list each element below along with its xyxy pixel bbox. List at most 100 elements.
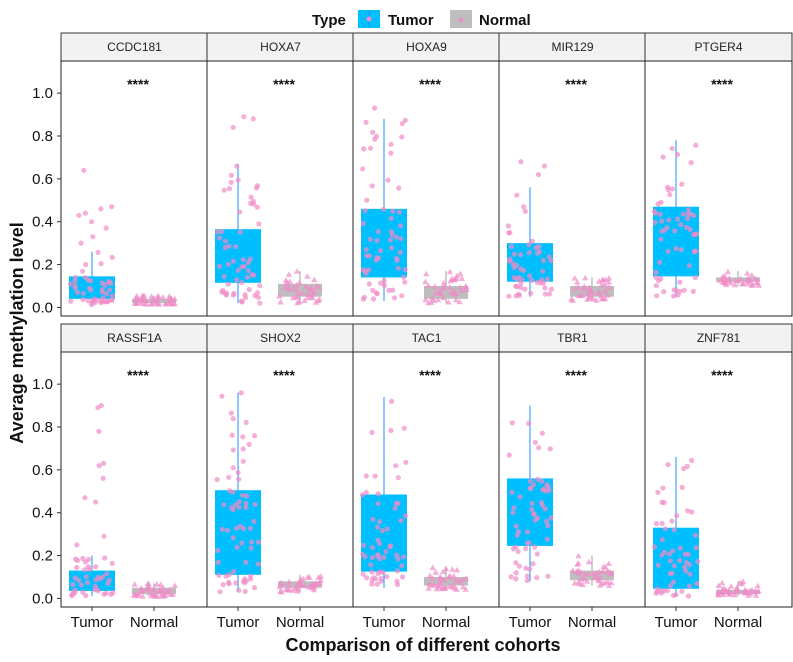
- tumor-point-tac1: [370, 516, 376, 522]
- tumor-point-ccdc181: [72, 274, 78, 281]
- x-tick-label-tumor: Tumor: [217, 614, 260, 631]
- tumor-point-hoxa9: [360, 220, 366, 227]
- tumor-point-hoxa9: [388, 141, 394, 147]
- tumor-point-ptger4: [679, 181, 685, 187]
- tumor-point-ccdc181: [103, 225, 109, 231]
- tumor-point-tac1: [401, 425, 407, 431]
- strip-tbr1: [498, 323, 647, 353]
- normal-point-tbr1: [584, 570, 592, 577]
- tumor-point-tbr1: [532, 517, 538, 523]
- normal-point-znf781: [752, 588, 759, 595]
- tumor-point-hoxa9: [367, 236, 373, 242]
- tumor-point-hoxa7: [240, 257, 246, 263]
- tumor-point-shox2: [240, 446, 246, 452]
- y-tick-label: 0.8: [32, 419, 53, 436]
- tumor-point-znf781: [689, 509, 695, 515]
- tumor-point-ptger4: [667, 192, 673, 198]
- tumor-point-znf781: [685, 508, 691, 514]
- tumor-point-mir129: [548, 286, 555, 292]
- tumor-point-tbr1: [534, 476, 541, 482]
- tumor-point-hoxa9: [370, 129, 376, 135]
- tumor-point-znf781: [660, 485, 666, 491]
- normal-point-mir129: [586, 295, 593, 301]
- tumor-point-znf781: [667, 583, 674, 589]
- strip-label-mir129: MIR129: [551, 40, 593, 54]
- tumor-point-tbr1: [529, 500, 535, 507]
- normal-point-znf781: [727, 583, 735, 589]
- normal-point-ccdc181: [156, 300, 163, 307]
- significance-label-tac1: ****: [419, 367, 441, 383]
- plot-area-ccdc181: [61, 61, 208, 316]
- x-axis: Tumor Normal Tumor Normal Tumor Normal Tumor No…: [71, 607, 762, 631]
- tumor-point-rassf1a: [80, 589, 86, 595]
- tumor-point-ptger4: [652, 219, 658, 226]
- tumor-point-tbr1: [509, 420, 515, 426]
- tumor-point-tbr1: [536, 445, 542, 451]
- tumor-point-znf781: [679, 588, 685, 594]
- x-tick-label-normal: Normal: [568, 614, 616, 631]
- normal-point-tbr1: [579, 581, 586, 587]
- normal-point-znf781: [715, 582, 722, 588]
- normal-point-mir129: [604, 292, 611, 298]
- tumor-point-shox2: [230, 569, 237, 575]
- normal-point-tac1: [426, 572, 434, 579]
- normal-point-tac1: [462, 575, 469, 581]
- tumor-point-hoxa9: [402, 279, 408, 285]
- tumor-point-tbr1: [529, 506, 535, 512]
- tumor-point-rassf1a: [74, 564, 80, 571]
- tumor-point-ptger4: [669, 145, 675, 152]
- tumor-point-ccdc181: [99, 289, 105, 295]
- normal-point-mir129: [569, 297, 576, 303]
- tumor-point-tac1: [402, 513, 409, 519]
- tumor-group-mir129: [505, 159, 555, 299]
- tumor-point-hoxa7: [216, 235, 223, 241]
- tumor-point-znf781: [689, 457, 695, 463]
- significance-label-shox2: ****: [273, 367, 295, 383]
- tumor-point-mir129: [540, 258, 547, 264]
- normal-point-ccdc181: [149, 296, 156, 302]
- plot-area-rassf1a: [61, 352, 208, 607]
- tumor-point-hoxa7: [255, 294, 261, 300]
- normal-point-hoxa7: [311, 288, 318, 295]
- tumor-point-shox2: [237, 523, 243, 529]
- normal-point-ptger4: [753, 276, 761, 282]
- tumor-point-znf781: [671, 563, 677, 569]
- tumor-point-shox2: [238, 390, 244, 396]
- tumor-point-mir129: [526, 242, 532, 248]
- tumor-point-tbr1: [534, 551, 540, 557]
- tumor-point-ccdc181: [106, 279, 112, 285]
- normal-point-rassf1a: [171, 582, 179, 588]
- tumor-point-tbr1: [524, 529, 531, 535]
- tumor-point-znf781: [677, 545, 684, 551]
- tumor-point-mir129: [527, 273, 533, 279]
- y-tick-label: 0.0: [32, 299, 53, 316]
- normal-group-tac1: [424, 564, 469, 592]
- normal-point-hoxa7: [285, 271, 293, 277]
- tumor-point-znf781: [687, 571, 693, 577]
- tumor-point-rassf1a: [109, 560, 115, 567]
- normal-point-shox2: [297, 576, 304, 583]
- normal-point-hoxa9: [447, 277, 454, 284]
- tumor-point-mir129: [540, 268, 546, 274]
- tumor-point-tac1: [369, 555, 375, 561]
- tumor-point-tbr1: [526, 420, 532, 426]
- normal-point-hoxa7: [296, 279, 303, 285]
- normal-point-tac1: [439, 568, 447, 575]
- tumor-point-ptger4: [677, 279, 683, 285]
- tumor-point-mir129: [542, 291, 548, 297]
- tumor-point-tbr1: [516, 563, 522, 569]
- tumor-point-hoxa9: [360, 166, 366, 172]
- tumor-point-rassf1a: [100, 475, 106, 481]
- y-axis-title: Average methylation level: [7, 222, 27, 443]
- tumor-point-tac1: [394, 582, 401, 588]
- tumor-point-ptger4: [678, 222, 684, 228]
- tumor-point-mir129: [505, 223, 511, 229]
- normal-point-hoxa9: [439, 285, 447, 291]
- normal-point-tbr1: [575, 560, 582, 566]
- normal-point-ptger4: [724, 268, 732, 275]
- tumor-point-ptger4: [681, 287, 687, 293]
- tumor-point-mir129: [513, 293, 519, 299]
- tumor-point-hoxa9: [381, 278, 387, 284]
- normal-point-ptger4: [726, 275, 733, 281]
- tumor-point-shox2: [221, 502, 227, 508]
